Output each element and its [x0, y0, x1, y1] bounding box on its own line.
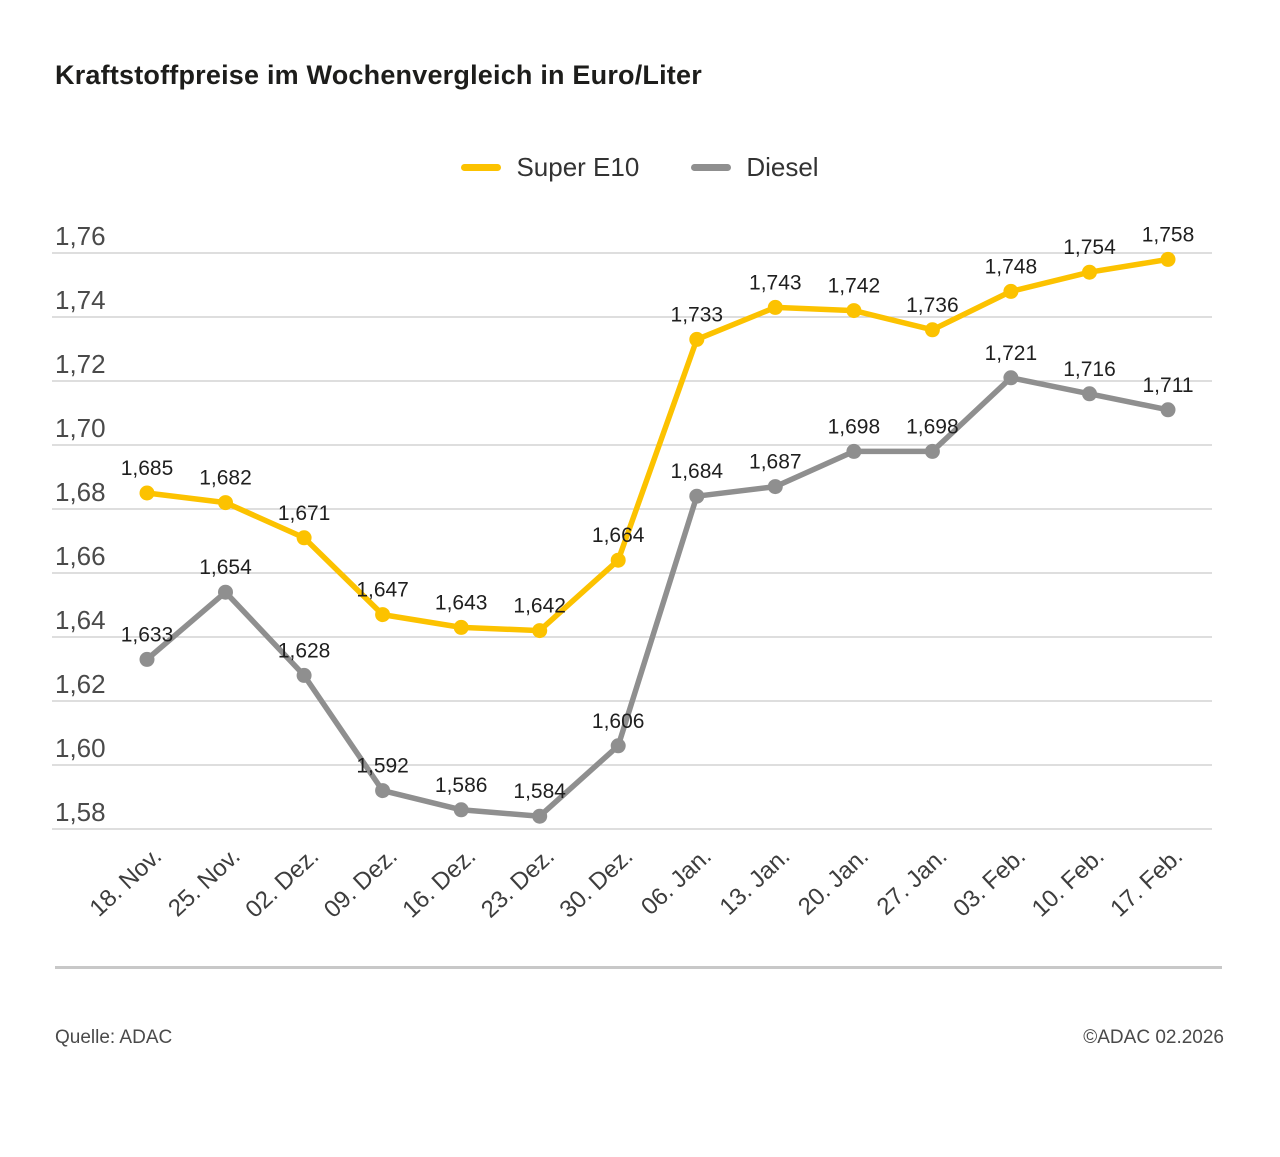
x-axis-tick-label: 02. Dez. — [240, 843, 324, 924]
data-point-label-super-e10: 1,664 — [592, 524, 645, 547]
data-point-diesel — [1003, 370, 1019, 386]
data-point-label-super-e10: 1,742 — [828, 275, 881, 298]
x-axis-tick-label: 23. Dez. — [476, 843, 560, 924]
data-point-diesel — [846, 443, 862, 459]
data-point-label-diesel: 1,606 — [592, 710, 645, 733]
legend-label-diesel: Diesel — [746, 152, 819, 182]
y-axis-tick-label: 1,66 — [55, 541, 106, 571]
data-point-diesel — [1082, 386, 1097, 402]
data-point-super-e10 — [689, 331, 705, 347]
series-line-super-e10 — [144, 256, 1171, 634]
x-axis-tick-label: 06. Jan. — [636, 843, 717, 921]
data-point-label-super-e10: 1,743 — [749, 271, 802, 294]
data-point-label-diesel: 1,592 — [356, 755, 409, 778]
data-point-label-diesel: 1,698 — [828, 415, 881, 438]
data-point-super-e10 — [296, 530, 312, 546]
data-point-diesel — [532, 808, 548, 824]
legend-item-super-e10: Super E10 — [461, 152, 639, 183]
data-point-diesel — [218, 584, 233, 600]
y-axis-tick-label: 1,62 — [55, 669, 106, 699]
data-point-label-diesel: 1,633 — [121, 623, 174, 646]
data-point-label-super-e10: 1,754 — [1063, 236, 1116, 259]
y-axis-tick-label: 1,72 — [55, 349, 106, 379]
data-point-super-e10 — [1160, 251, 1176, 267]
y-axis-tick-label: 1,76 — [55, 221, 106, 251]
series-line-diesel — [144, 375, 1171, 819]
y-axis-tick-label: 1,60 — [55, 733, 106, 763]
x-axis-tick-label: 13. Jan. — [715, 843, 796, 921]
data-point-label-diesel: 1,711 — [1143, 374, 1194, 397]
legend-swatch-super-e10-icon — [461, 164, 502, 171]
x-axis-tick-label: 17. Feb. — [1105, 843, 1188, 923]
legend-label-super-e10: Super E10 — [516, 152, 640, 182]
x-axis-tick-label: 16. Dez. — [397, 843, 481, 924]
data-point-label-diesel: 1,716 — [1063, 358, 1116, 381]
data-point-super-e10 — [139, 485, 155, 501]
data-point-label-diesel: 1,684 — [671, 460, 724, 483]
x-axis-tick-label: 20. Jan. — [793, 843, 874, 921]
data-point-super-e10 — [1003, 283, 1019, 299]
legend-item-diesel: Diesel — [691, 152, 819, 183]
y-axis-tick-label: 1,74 — [55, 285, 106, 315]
data-point-diesel — [139, 651, 155, 667]
data-point-diesel — [924, 443, 940, 459]
data-point-diesel — [375, 783, 391, 799]
data-point-diesel — [767, 479, 783, 495]
data-point-super-e10 — [532, 623, 548, 639]
legend-swatch-diesel-icon — [691, 164, 732, 171]
x-axis-tick-label: 30. Dez. — [555, 843, 639, 924]
data-point-label-diesel: 1,584 — [513, 780, 566, 803]
y-axis-tick-label: 1,64 — [55, 605, 106, 635]
data-point-diesel — [610, 738, 626, 754]
data-point-label-super-e10: 1,736 — [906, 294, 959, 317]
x-axis-tick-label: 18. Nov. — [85, 843, 167, 922]
data-point-super-e10 — [1082, 264, 1097, 280]
data-point-label-super-e10: 1,682 — [199, 467, 252, 490]
data-point-label-diesel: 1,698 — [906, 415, 959, 438]
data-point-diesel — [453, 802, 469, 818]
line-chart: 1,58 1,60 1,62 1,64 1,66 1,68 1,70 1,72 1,74 1,76… — [52, 221, 1212, 924]
data-point-label-diesel: 1,586 — [435, 774, 488, 797]
chart-title: Kraftstoffpreise im Wochenvergleich in E… — [55, 60, 702, 90]
x-axis-tick-label: 25. Nov. — [163, 843, 245, 922]
data-point-super-e10 — [610, 552, 626, 568]
data-point-diesel — [296, 667, 312, 683]
data-point-diesel — [1160, 402, 1176, 418]
x-axis-tick-label: 03. Feb. — [948, 843, 1031, 923]
data-point-diesel — [689, 488, 705, 504]
copyright-text: ©ADAC 02.2026 — [1083, 1027, 1224, 1048]
legend: Super E10 Diesel — [0, 152, 1280, 183]
data-point-label-super-e10: 1,642 — [513, 595, 566, 618]
data-point-super-e10 — [453, 619, 469, 635]
data-point-label-diesel: 1,654 — [199, 556, 252, 579]
data-point-super-e10 — [218, 495, 233, 511]
data-point-label-diesel: 1,628 — [278, 639, 331, 662]
y-axis-tick-label: 1,68 — [55, 477, 106, 507]
data-point-label-diesel: 1,687 — [749, 451, 802, 474]
data-point-super-e10 — [375, 607, 391, 623]
y-axis-tick-label: 1,58 — [55, 797, 106, 827]
x-axis-tick-label: 10. Feb. — [1027, 843, 1110, 923]
data-point-label-super-e10: 1,647 — [356, 579, 409, 602]
data-point-label-diesel: 1,721 — [985, 342, 1038, 365]
data-point-label-super-e10: 1,758 — [1142, 223, 1195, 246]
x-axis-tick-label: 09. Dez. — [319, 843, 403, 924]
data-point-label-super-e10: 1,671 — [278, 502, 331, 525]
x-axis-tick-label: 27. Jan. — [872, 843, 953, 921]
data-point-super-e10 — [846, 303, 862, 319]
data-point-label-super-e10: 1,643 — [435, 591, 488, 614]
data-point-super-e10 — [767, 299, 783, 315]
data-point-super-e10 — [924, 322, 940, 338]
data-point-label-super-e10: 1,685 — [121, 457, 174, 480]
source-text: Quelle: ADAC — [55, 1027, 173, 1048]
data-point-label-super-e10: 1,748 — [985, 255, 1038, 278]
footer-divider — [55, 966, 1222, 969]
data-point-label-super-e10: 1,733 — [671, 303, 724, 326]
y-axis-tick-label: 1,70 — [55, 413, 106, 443]
